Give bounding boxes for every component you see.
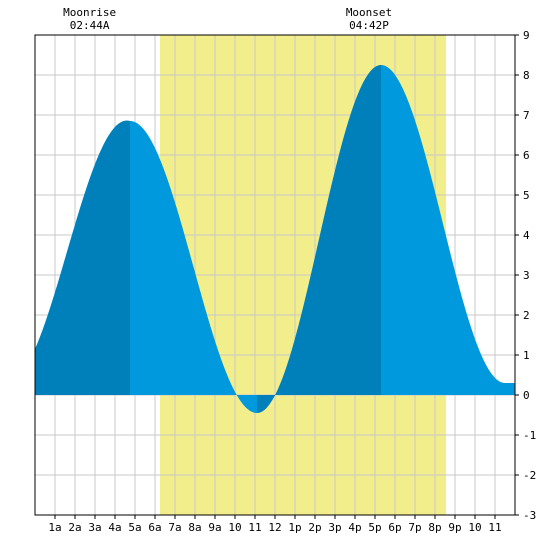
x-tick-label: 10	[228, 521, 241, 534]
x-tick-label: 4a	[108, 521, 121, 534]
y-tick-label: 8	[523, 69, 530, 82]
x-tick-label: 2a	[68, 521, 81, 534]
x-tick-label: 1p	[288, 521, 301, 534]
x-tick-label: 3a	[88, 521, 101, 534]
x-tick-label: 4p	[348, 521, 361, 534]
x-tick-label: 5a	[128, 521, 141, 534]
moonrise-label: Moonrise	[63, 6, 116, 19]
x-tick-label: 8p	[428, 521, 441, 534]
y-tick-label: 2	[523, 309, 530, 322]
y-tick-label: 4	[523, 229, 530, 242]
x-tick-label: 2p	[308, 521, 321, 534]
x-tick-label: 11	[488, 521, 501, 534]
y-tick-label: 5	[523, 189, 530, 202]
moonset-time: 04:42P	[349, 19, 389, 32]
x-tick-label: 8a	[188, 521, 201, 534]
tide-area-falling	[381, 65, 515, 395]
y-tick-label: 1	[523, 349, 530, 362]
x-tick-label: 9a	[208, 521, 221, 534]
y-tick-label: 3	[523, 269, 530, 282]
x-tick-label: 1a	[48, 521, 61, 534]
y-tick-label: 0	[523, 389, 530, 402]
y-tick-label: 6	[523, 149, 530, 162]
moonrise-time: 02:44A	[70, 19, 110, 32]
moonset-label: Moonset	[346, 6, 392, 19]
x-tick-label: 9p	[448, 521, 461, 534]
x-tick-label: 7a	[168, 521, 181, 534]
tide-area-falling	[130, 121, 257, 413]
x-tick-label: 10	[468, 521, 481, 534]
y-tick-label: -3	[523, 509, 536, 522]
tide-area-rising	[257, 65, 381, 413]
x-tick-label: 6p	[388, 521, 401, 534]
y-tick-label: 9	[523, 29, 530, 42]
x-tick-label: 3p	[328, 521, 341, 534]
tide-area-rising	[35, 120, 130, 395]
x-tick-label: 6a	[148, 521, 161, 534]
y-tick-label: 7	[523, 109, 530, 122]
y-tick-label: -2	[523, 469, 536, 482]
y-tick-label: -1	[523, 429, 536, 442]
x-tick-label: 12	[268, 521, 281, 534]
x-tick-label: 7p	[408, 521, 421, 534]
x-tick-label: 5p	[368, 521, 381, 534]
x-tick-label: 11	[248, 521, 261, 534]
